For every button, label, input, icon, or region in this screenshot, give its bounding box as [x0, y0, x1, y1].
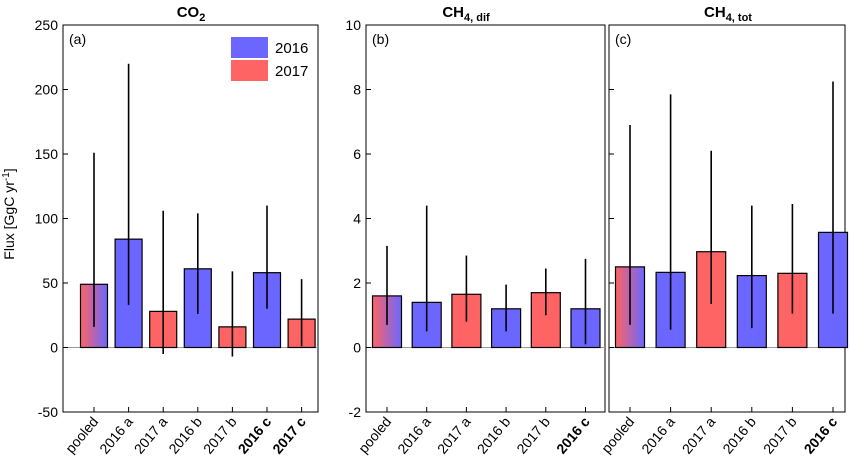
panel-a-ytick-label: 150 — [35, 146, 59, 162]
legend-swatch-2017 — [231, 60, 268, 81]
y-axis-label-sup: -1 — [1, 172, 12, 181]
panel-b-ytick-label: 0 — [353, 340, 361, 356]
legend-label-2017: 2017 — [275, 63, 308, 80]
panel-a-ytick-label: -50 — [38, 404, 58, 420]
panel-a-letter: (a) — [69, 31, 86, 47]
legend-label-2016: 2016 — [275, 40, 308, 57]
panel-b-xtick-label-5: 2016 c — [553, 413, 593, 456]
panel-c-title: CH4, tot — [704, 4, 752, 24]
legend: 2016 2017 — [231, 37, 308, 81]
panel-a-frame — [62, 24, 319, 413]
panel-b-frame — [365, 24, 606, 413]
panel-b-ytick-label: -2 — [349, 404, 362, 420]
panel-c-xtick-label-3: 2016 b — [719, 413, 759, 456]
panel-b-xtick-label-2: 2017 a — [434, 413, 474, 456]
panel-c-ch4-tot: pooled 2016 a 2017 a 2016 b 2017 b 2016 c (c) — [598, 24, 849, 457]
panel-b-letter: (b) — [372, 31, 389, 47]
panel-c-xtick-label-2: 2017 a — [679, 413, 719, 456]
panel-b-ytick-label: 4 — [353, 211, 361, 227]
panel-b-ytick-label: 2 — [353, 275, 361, 291]
panel-b-xtick-label-4: 2017 b — [513, 413, 553, 456]
panel-a-ytick-label: 100 — [35, 211, 59, 227]
panel-c-xtick-label-4: 2017 b — [760, 413, 800, 456]
panel-c-frame — [608, 24, 846, 413]
panel-b-xtick-label-0: pooled — [355, 414, 394, 456]
panel-a-ytick-label: 0 — [50, 340, 58, 356]
panel-a-ytick-label: 50 — [42, 275, 58, 291]
panel-a-xtick-label-4: 2017 b — [200, 413, 240, 456]
panel-c-xtick-label-1: 2016 a — [638, 413, 678, 456]
panel-b-ytick-label: 8 — [353, 82, 361, 98]
panel-b-title-main: CH — [442, 4, 464, 21]
panel-a-xtick-label-6: 2017 c — [269, 413, 309, 456]
panel-b-title: CH4, dif — [442, 4, 490, 24]
panel-a-xtick-label-3: 2016 b — [165, 413, 205, 456]
panel-b-xtick-label-1: 2016 a — [394, 413, 434, 456]
panel-a-title-main: CO — [177, 4, 200, 21]
panel-c-xtick-label-0: pooled — [598, 414, 637, 456]
panel-a-title-sub: 2 — [199, 12, 205, 24]
panel-b-ytick-label: 10 — [345, 17, 361, 33]
y-axis-label: Flux [GgC yr-1] — [1, 168, 17, 259]
panel-b-title-sub: 4, dif — [464, 12, 490, 24]
panel-b-ytick-label: 6 — [353, 146, 361, 162]
panel-c-xtick-label-5: 2016 c — [801, 413, 841, 456]
panel-c-letter: (c) — [615, 31, 631, 47]
legend-swatch-2016 — [231, 37, 268, 58]
panel-a-ytick-label: 200 — [35, 82, 59, 98]
panel-a-xtick-label-2: 2017 a — [131, 413, 171, 456]
panel-a-xtick-label-0: pooled — [62, 414, 101, 456]
y-axis-label-close: ] — [1, 168, 17, 172]
panel-a-xtick-label-1: 2016 a — [96, 413, 136, 456]
panel-a-ytick-label: 250 — [35, 17, 59, 33]
panel-a-xtick-label-5: 2016 c — [235, 413, 275, 456]
panel-c-title-sub: 4, tot — [726, 12, 753, 24]
y-axis-label-main: Flux [GgC yr — [1, 181, 17, 260]
panel-c-title-main: CH — [704, 4, 726, 21]
panel-b-xtick-label-3: 2016 b — [474, 413, 514, 456]
panel-a-title: CO2 — [177, 4, 206, 24]
